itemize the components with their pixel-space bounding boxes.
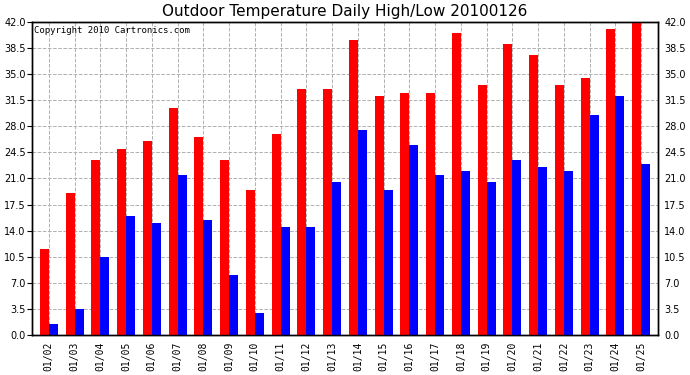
Bar [195,137,204,335]
Bar [40,249,49,335]
Bar [297,89,306,335]
Bar [555,85,564,335]
Bar [400,93,409,335]
Bar [504,44,513,335]
Bar [590,115,599,335]
Bar [435,175,444,335]
Bar [332,182,341,335]
Bar [91,160,100,335]
Bar [409,145,418,335]
Bar [229,276,238,335]
Bar [486,182,495,335]
Bar [66,194,75,335]
Bar [538,167,547,335]
Bar [513,160,522,335]
Bar [452,33,461,335]
Bar [375,96,384,335]
Bar [126,216,135,335]
Bar [607,29,615,335]
Bar [204,219,213,335]
Bar [426,93,435,335]
Bar [349,40,358,335]
Bar [581,78,590,335]
Bar [255,313,264,335]
Bar [477,85,486,335]
Bar [75,309,83,335]
Bar [281,227,290,335]
Bar [529,55,538,335]
Bar [177,175,186,335]
Title: Outdoor Temperature Daily High/Low 20100126: Outdoor Temperature Daily High/Low 20100… [162,4,528,19]
Bar [246,190,255,335]
Bar [323,89,332,335]
Bar [49,324,58,335]
Bar [168,108,177,335]
Bar [615,96,624,335]
Bar [306,227,315,335]
Bar [358,130,367,335]
Text: Copyright 2010 Cartronics.com: Copyright 2010 Cartronics.com [34,26,190,35]
Bar [641,164,650,335]
Bar [564,171,573,335]
Bar [272,134,281,335]
Bar [152,223,161,335]
Bar [143,141,152,335]
Bar [117,148,126,335]
Bar [384,190,393,335]
Bar [461,171,470,335]
Bar [632,14,641,335]
Bar [220,160,229,335]
Bar [100,257,109,335]
